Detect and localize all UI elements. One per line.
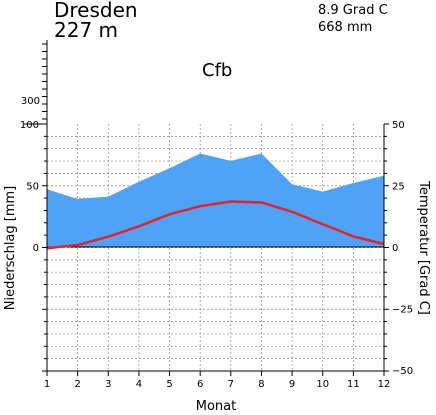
precipitation-area xyxy=(47,153,384,247)
x-tick-label: 11 xyxy=(347,379,360,390)
axis-ticks xyxy=(42,43,389,376)
station-name: Dresden xyxy=(54,0,138,22)
right-tick-label: 25 xyxy=(392,182,405,193)
climate-classification: Cfb xyxy=(202,60,233,81)
right-tick-label: 0 xyxy=(392,243,398,254)
x-tick-label: 12 xyxy=(378,379,391,390)
x-tick-label: 4 xyxy=(136,379,142,390)
left-tick-label: 100 xyxy=(20,120,39,131)
x-tick-label: 2 xyxy=(74,379,80,390)
x-tick-label: 9 xyxy=(289,379,295,390)
x-tick-label: 8 xyxy=(258,379,264,390)
annual-mean-temperature: 8.9 Grad C xyxy=(318,3,388,18)
right-tick-label: 50 xyxy=(392,120,405,131)
right-tick-label: −50 xyxy=(392,366,413,377)
annual-precipitation: 668 mm xyxy=(318,20,373,35)
y-axis-label-right: Temperatur [Grad C] xyxy=(416,180,431,315)
x-tick-label: 1 xyxy=(44,379,50,390)
y-axis-label-left: Niederschlag [mm] xyxy=(3,186,18,311)
left-tick-label: 0 xyxy=(33,243,39,254)
x-axis-label: Monat xyxy=(196,399,236,414)
x-tick-label: 7 xyxy=(228,379,234,390)
upper-scale-label: 300 xyxy=(21,96,40,107)
temperature-line xyxy=(46,200,385,250)
x-tick-label: 10 xyxy=(316,379,329,390)
x-tick-label: 5 xyxy=(166,379,172,390)
station-elevation: 227 m xyxy=(54,18,119,42)
right-tick-label: −25 xyxy=(392,305,413,316)
x-tick-label: 6 xyxy=(197,379,203,390)
left-tick-label: 50 xyxy=(26,182,39,193)
x-tick-label: 3 xyxy=(105,379,111,390)
